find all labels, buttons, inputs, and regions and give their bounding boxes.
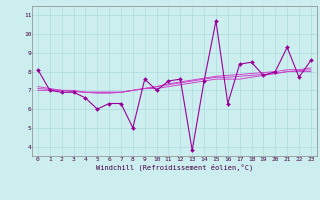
X-axis label: Windchill (Refroidissement éolien,°C): Windchill (Refroidissement éolien,°C) [96,163,253,171]
